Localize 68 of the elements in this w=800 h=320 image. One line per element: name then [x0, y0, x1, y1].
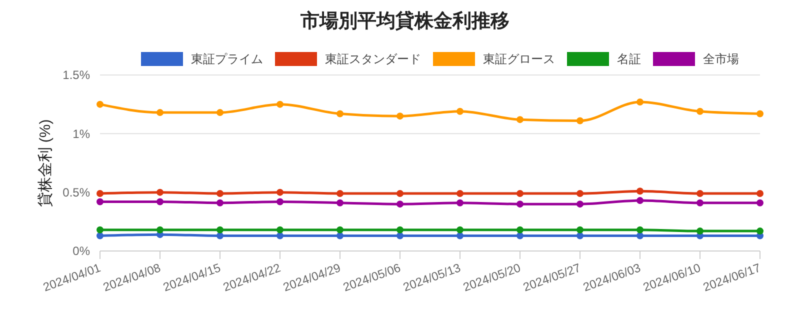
point	[636, 98, 644, 106]
point	[576, 190, 584, 198]
point	[576, 232, 584, 240]
y-tick-label: 1.5%	[62, 68, 90, 82]
point	[756, 228, 764, 235]
point	[336, 199, 344, 206]
point	[756, 110, 764, 118]
point	[576, 226, 584, 234]
point	[156, 109, 164, 116]
point	[516, 200, 524, 208]
point	[276, 100, 284, 108]
point	[216, 226, 224, 234]
point	[96, 226, 104, 234]
point	[216, 232, 224, 240]
point	[216, 190, 224, 198]
chart-title: 市場別平均貸株金利推移	[300, 10, 510, 32]
point	[216, 199, 224, 206]
y-axis-title: 貸株金利 (%)	[37, 119, 54, 207]
legend-label: 東証プライム	[191, 52, 263, 66]
point	[696, 190, 704, 198]
point	[96, 100, 104, 108]
point	[696, 199, 704, 206]
point	[336, 190, 344, 198]
point	[516, 226, 524, 234]
point	[456, 108, 464, 115]
point	[396, 232, 404, 240]
point	[396, 190, 404, 198]
point	[456, 226, 464, 234]
point	[96, 190, 104, 198]
point	[636, 232, 644, 240]
point	[636, 226, 644, 234]
point	[576, 117, 584, 124]
point	[336, 232, 344, 240]
point	[396, 200, 404, 208]
legend-label: 全市場	[703, 52, 739, 66]
legend-label: 東証グロース	[483, 52, 555, 66]
point	[756, 190, 764, 198]
point	[576, 200, 584, 208]
point	[396, 112, 404, 120]
point	[756, 199, 764, 206]
point	[156, 188, 164, 196]
point	[456, 199, 464, 206]
point	[336, 226, 344, 234]
point	[276, 226, 284, 234]
legend-label: 東証スタンダード	[325, 52, 421, 66]
point	[636, 197, 644, 204]
point	[156, 226, 164, 234]
point	[96, 198, 104, 206]
point	[396, 226, 404, 234]
point	[276, 198, 284, 206]
point	[276, 188, 284, 196]
y-tick-label: 0%	[72, 244, 90, 258]
point	[216, 109, 224, 116]
point	[336, 110, 344, 118]
point	[456, 232, 464, 240]
point	[96, 232, 104, 240]
point	[456, 190, 464, 198]
point	[516, 232, 524, 240]
point	[516, 190, 524, 198]
y-tick-label: 1%	[72, 126, 90, 141]
point	[696, 228, 704, 235]
point	[156, 198, 164, 206]
y-tick-label: 0.5%	[62, 186, 90, 200]
point	[516, 116, 524, 124]
point	[276, 232, 284, 240]
legend-label: 名証	[617, 52, 641, 66]
point	[636, 188, 644, 195]
point	[696, 108, 704, 115]
